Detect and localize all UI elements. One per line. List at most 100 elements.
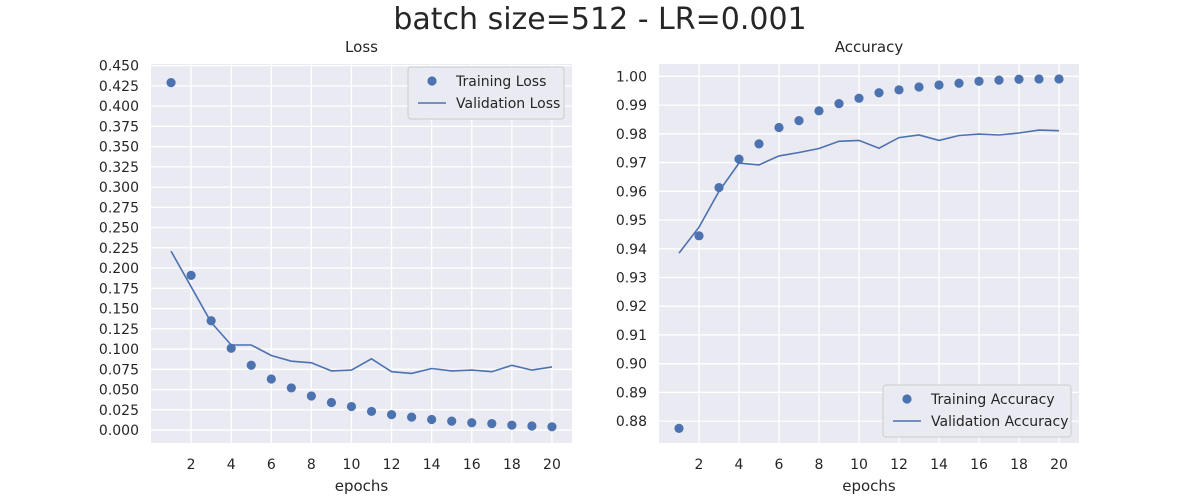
loss-training-point: [407, 412, 417, 422]
loss-training-point: [166, 78, 176, 88]
loss-x-tick-label: 10: [343, 457, 361, 473]
loss-legend: Training Loss Validation Loss: [407, 66, 565, 120]
loss-y-tick-label: 0.200: [99, 261, 139, 277]
accuracy-y-tick-label: 1.00: [616, 69, 647, 85]
accuracy-training-point: [774, 122, 784, 133]
accuracy-training-point: [754, 139, 764, 149]
loss-training-point: [326, 397, 337, 408]
loss-y-tick-label: 0.425: [99, 79, 139, 95]
loss-x-tick-label: 12: [383, 457, 401, 473]
loss-training-point: [286, 383, 296, 393]
loss-training-point: [507, 420, 517, 430]
loss-x-tick-label: 6: [267, 457, 276, 473]
loss-plot-area: [151, 64, 572, 443]
loss-training-point: [266, 374, 276, 384]
accuracy-training-point: [974, 76, 984, 86]
accuracy-y-tick-label: 0.88: [616, 414, 647, 430]
loss-y-tick-label: 0.325: [99, 160, 139, 176]
loss-training-point: [386, 410, 397, 420]
accuracy-x-axis-label: epochs: [842, 477, 896, 495]
accuracy-x-tick-label: 16: [970, 457, 988, 473]
accuracy-training-point: [934, 80, 944, 90]
accuracy-x-tick-label: 6: [775, 457, 784, 473]
accuracy-x-tick-label: 2: [695, 457, 704, 473]
loss-y-tick-label: 0.100: [99, 342, 139, 358]
loss-y-tick-label: 0.225: [99, 241, 139, 257]
loss-y-tick-label: 0.300: [99, 180, 139, 196]
accuracy-y-tick-label: 0.98: [616, 127, 647, 143]
loss-y-tick-label: 0.150: [99, 302, 139, 318]
loss-training-point: [547, 422, 557, 432]
loss-y-tick-label: 0.050: [99, 383, 139, 399]
loss-training-point: [487, 418, 497, 429]
loss-y-tick-label: 0.250: [99, 221, 139, 237]
loss-legend-label: Validation Loss: [456, 96, 560, 112]
accuracy-training-point: [1014, 74, 1024, 84]
loss-y-tick-label: 0.275: [99, 200, 139, 216]
accuracy-training-point: [854, 93, 864, 103]
accuracy-training-point: [994, 75, 1004, 85]
loss-x-tick-label: 14: [423, 457, 441, 473]
accuracy-training-point: [694, 231, 704, 241]
accuracy-x-tick-label: 10: [850, 457, 868, 473]
loss-x-tick-label: 18: [503, 457, 521, 473]
loss-y-tick-label: 0.450: [99, 59, 139, 75]
loss-y-tick-label: 0.075: [99, 362, 139, 378]
accuracy-x-tick-label: 20: [1050, 457, 1068, 473]
accuracy-training-point: [834, 99, 844, 109]
loss-training-point: [467, 418, 477, 428]
accuracy-training-point: [874, 88, 884, 98]
accuracy-x-tick-label: 18: [1010, 457, 1028, 473]
loss-y-tick-label: 0.350: [99, 140, 139, 156]
loss-x-tick-label: 20: [543, 457, 561, 473]
accuracy-training-point: [954, 78, 964, 88]
loss-y-tick-label: 0.000: [99, 423, 139, 439]
accuracy-legend-label: Training Accuracy: [930, 392, 1055, 408]
loss-training-point: [186, 270, 196, 280]
accuracy-y-tick-label: 0.92: [616, 299, 647, 315]
accuracy-y-tick-label: 0.91: [616, 328, 647, 344]
loss-chart-title: Loss: [345, 38, 378, 56]
accuracy-training-point: [794, 116, 804, 126]
accuracy-y-tick-label: 0.96: [616, 184, 647, 200]
loss-y-tick-label: 0.175: [99, 281, 139, 297]
loss-legend-marker-swatch: [427, 76, 437, 86]
accuracy-chart: 2 4 6 8 10 12 14 16 18 20 0.88 0.89 0.90 0.91 0.92 0.93…: [616, 38, 1079, 495]
loss-y-tick-label: 0.400: [99, 99, 139, 115]
loss-x-axis-label: epochs: [335, 477, 389, 495]
accuracy-y-tick-label: 0.89: [616, 385, 647, 401]
loss-x-tick-label: 8: [307, 457, 316, 473]
accuracy-training-point: [714, 182, 724, 193]
loss-legend-box: [407, 66, 565, 120]
accuracy-x-tick-label: 8: [815, 457, 824, 473]
loss-legend-label: Training Loss: [455, 74, 546, 90]
accuracy-x-tick-label: 4: [735, 457, 744, 473]
accuracy-y-tick-label: 0.97: [616, 156, 647, 172]
loss-x-tick-label: 2: [187, 457, 196, 473]
accuracy-legend: Training Accuracy Validation Accuracy: [882, 384, 1072, 438]
loss-training-point: [306, 391, 316, 401]
accuracy-y-tick-label: 0.95: [616, 213, 647, 229]
loss-y-tick-label: 0.375: [99, 119, 139, 135]
accuracy-chart-title: Accuracy: [835, 38, 904, 56]
accuracy-legend-label: Validation Accuracy: [931, 414, 1069, 430]
loss-x-tick-label: 4: [227, 457, 236, 473]
accuracy-training-point: [1034, 74, 1044, 84]
accuracy-y-tick-label: 0.93: [616, 270, 647, 286]
accuracy-plot-area: [659, 64, 1079, 443]
accuracy-y-tick-label: 0.90: [616, 357, 647, 373]
loss-training-point: [427, 414, 437, 425]
loss-validation-line: [170, 250, 553, 375]
accuracy-training-point: [814, 106, 824, 116]
accuracy-training-point: [674, 423, 684, 433]
accuracy-y-tick-label: 0.99: [616, 98, 647, 114]
accuracy-training-point: [1054, 74, 1064, 84]
accuracy-x-tick-label: 14: [930, 457, 948, 473]
accuracy-validation-line: [678, 129, 1060, 254]
loss-training-point: [246, 360, 256, 370]
accuracy-training-point: [894, 85, 904, 95]
loss-training-point: [527, 421, 537, 431]
loss-training-point: [346, 401, 357, 412]
loss-chart: 2 4 6 8 10 12 14 16 18 20 0.000 0.025 0.050 0.075 0.10…: [99, 38, 572, 495]
